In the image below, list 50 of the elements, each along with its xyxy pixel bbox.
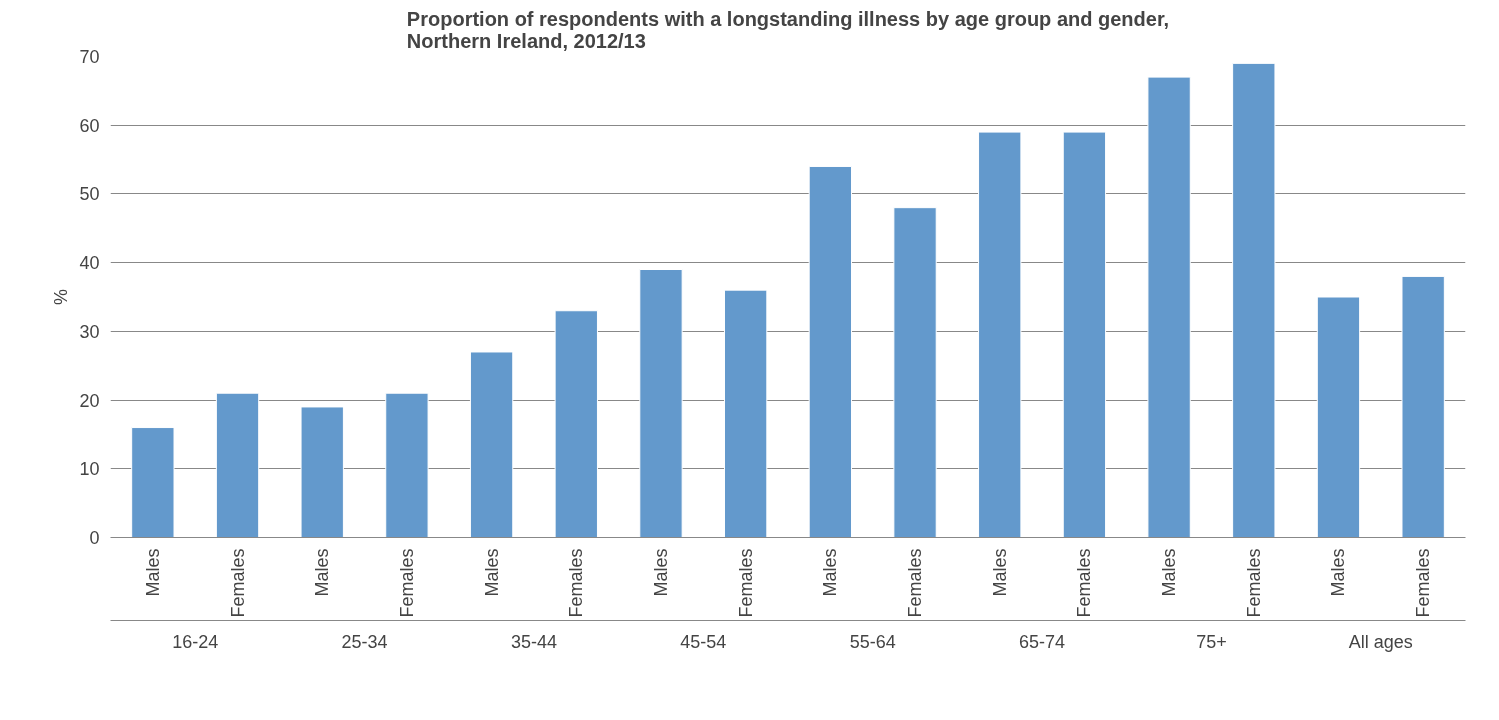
- x-tick-label: Females: [1243, 548, 1264, 618]
- y-tick-label: 70: [79, 47, 100, 67]
- text: 35-44: [510, 631, 557, 652]
- y-tick-label: 20: [79, 390, 100, 411]
- bar: [1232, 62, 1276, 538]
- bar: [554, 310, 598, 538]
- x-tick-label: Females: [1074, 548, 1095, 618]
- x-tick-label: Females: [227, 548, 248, 618]
- x-tick-label: Females: [905, 548, 926, 618]
- chart-title: Proportion of respondents with a longstanding illness by age group and gender, Northern Ireland, 2012/13: [406, 7, 1170, 52]
- bar: [978, 131, 1022, 538]
- bar: [639, 269, 683, 538]
- x-tick-label: Males: [1328, 548, 1349, 597]
- bar: [300, 406, 344, 538]
- y-tick-label: 50: [79, 184, 100, 205]
- bar: [1316, 296, 1361, 538]
- x-tick-label: Females: [735, 548, 756, 618]
- bar: [808, 165, 853, 538]
- bar: [1062, 131, 1107, 538]
- x-tick-label: Females: [1413, 548, 1434, 618]
- x-tick-label: Females: [396, 548, 417, 618]
- bar: [1147, 76, 1191, 538]
- bar: [893, 207, 937, 538]
- x-tick-label: Males: [142, 548, 163, 597]
- bar: [1401, 275, 1445, 538]
- text: 16-24: [172, 631, 219, 652]
- bar: [385, 392, 429, 538]
- y-tick-label: 60: [79, 115, 100, 136]
- text: 25-34: [341, 631, 388, 652]
- text: 45-54: [680, 631, 727, 652]
- text: 55-64: [849, 631, 896, 652]
- x-tick-label: Males: [989, 548, 1010, 597]
- bar: [469, 351, 514, 538]
- x-tick-label: Females: [566, 548, 587, 618]
- text: 65-74: [1019, 631, 1066, 652]
- bar: [723, 289, 768, 538]
- x-tick-label: Males: [650, 548, 671, 597]
- y-tick-label: 30: [79, 321, 100, 342]
- bar: [131, 427, 175, 538]
- y-tick-label: 40: [79, 253, 100, 274]
- y-axis-title: %: [51, 288, 72, 305]
- text: All ages: [1348, 631, 1413, 652]
- x-tick-label: Males: [820, 548, 841, 597]
- text: 75+: [1196, 631, 1227, 652]
- y-tick-label: 10: [79, 459, 100, 480]
- bar: [215, 392, 260, 538]
- x-tick-label: Males: [481, 548, 502, 597]
- y-tick-label: 0: [89, 528, 100, 548]
- x-tick-label: Males: [312, 548, 333, 597]
- x-tick-label: Males: [1159, 548, 1180, 597]
